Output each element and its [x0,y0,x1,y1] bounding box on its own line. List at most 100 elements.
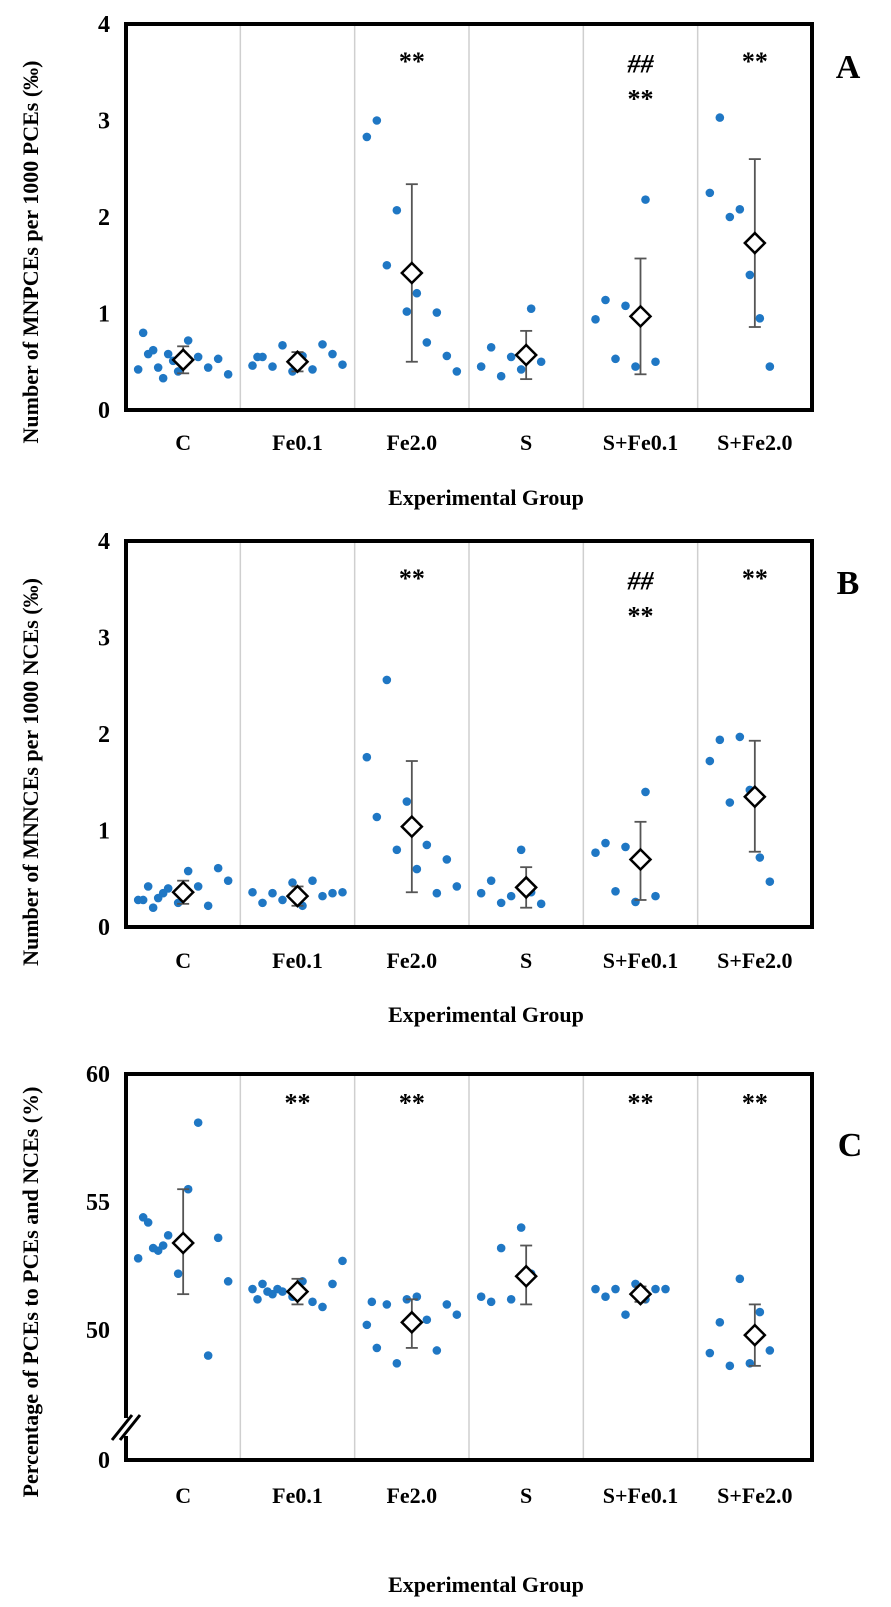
data-point [273,1284,282,1294]
mean-marker [628,1282,653,1306]
data-point [536,899,546,909]
category-label: Fe0.1 [272,430,323,455]
data-point [173,1269,183,1278]
mean-marker [628,847,653,872]
data-point [651,1284,660,1294]
mean-marker [171,880,195,905]
significance-annotation: ## [627,50,655,79]
y-tick-label: 1 [98,302,110,328]
data-point [452,1310,462,1319]
data-point [705,188,715,198]
data-point [601,838,610,848]
data-point [506,1294,516,1304]
category-label: S+Fe2.0 [717,948,792,973]
axis-break-marker [110,1414,142,1441]
category-label: C [175,1483,191,1508]
data-point [213,354,223,364]
significance-annotation: ** [628,84,654,113]
data-point [158,373,168,383]
data-point [258,898,267,908]
significance-annotation: ** [742,564,768,593]
data-point [372,812,382,822]
data-point [611,354,620,364]
y-axis-label: Number of MNPCEs per 1000 PCEs (‰) [18,61,43,444]
data-point [591,848,600,857]
data-point [611,886,620,896]
data-point [621,842,630,852]
data-point [536,357,546,367]
data-point [486,876,496,885]
y-tick-label: 0 [98,915,110,941]
y-tick-label: 50 [86,1318,110,1344]
data-point [318,340,327,349]
y-tick-label: 3 [98,109,110,135]
data-point [621,1310,630,1319]
category-label: S [520,430,532,455]
data-point [755,1307,765,1317]
data-point [725,1361,735,1371]
data-point [452,367,462,376]
data-point [158,888,168,898]
mean-marker [285,1279,310,1304]
data-point [392,1358,402,1368]
data-point [362,752,372,762]
data-point [591,1284,600,1294]
data-point [148,903,158,912]
mean-marker [285,884,310,908]
data-point [601,1292,610,1302]
data-point [248,361,257,370]
data-point [715,735,725,745]
significance-annotation: ** [628,601,654,630]
data-point [715,113,725,122]
data-point [253,1294,262,1304]
data-point [442,351,452,361]
data-point [223,876,233,885]
data-point [153,363,163,372]
category-label: S+Fe0.1 [603,1483,678,1508]
mean-marker [400,261,424,285]
panel-c: Percentage of PCEs to PCEs and NCEs (%) … [18,1062,862,1597]
panel-label: A [836,49,861,86]
data-point [183,866,193,876]
data-point [382,260,392,270]
category-label: Fe0.1 [272,948,323,973]
data-point [705,1348,715,1358]
data-point [755,314,765,323]
panel-b: Number of MNNCEs per 1000 NCEs (‰) Exper… [18,529,859,1027]
data-point [432,308,442,317]
data-point [412,864,422,874]
data-point [432,888,442,898]
y-tick-label: 55 [86,1190,110,1216]
category-label: Fe0.1 [272,1483,323,1508]
data-point [382,675,392,685]
data-point [133,1254,143,1263]
data-point [382,1300,392,1309]
significance-annotation: ** [742,47,768,76]
category-label: Fe2.0 [386,1483,437,1508]
data-point [268,888,277,898]
significance-annotation: ** [742,1089,768,1118]
data-point [621,301,630,311]
data-point [338,360,347,369]
category-label: S+Fe2.0 [717,430,792,455]
data-point [735,732,745,742]
data-point [765,877,775,886]
data-point [203,901,213,911]
data-point [392,205,402,215]
category-label: S [520,948,532,973]
plot-frame [124,1072,814,1462]
data-point [143,882,153,891]
x-axis-label: Experimental Group [388,1002,584,1027]
plot-frame [124,539,814,929]
data-point [641,195,650,204]
significance-annotation: ** [399,1089,425,1118]
data-point [193,1118,203,1127]
x-axis-label: Experimental Group [388,1572,584,1597]
data-point [651,891,660,901]
category-label: Fe2.0 [386,948,437,973]
significance-annotation: ** [399,564,425,593]
data-point [422,338,432,347]
mean-marker [400,1310,424,1335]
data-point [193,352,203,362]
y-tick-label: 0 [98,398,110,424]
